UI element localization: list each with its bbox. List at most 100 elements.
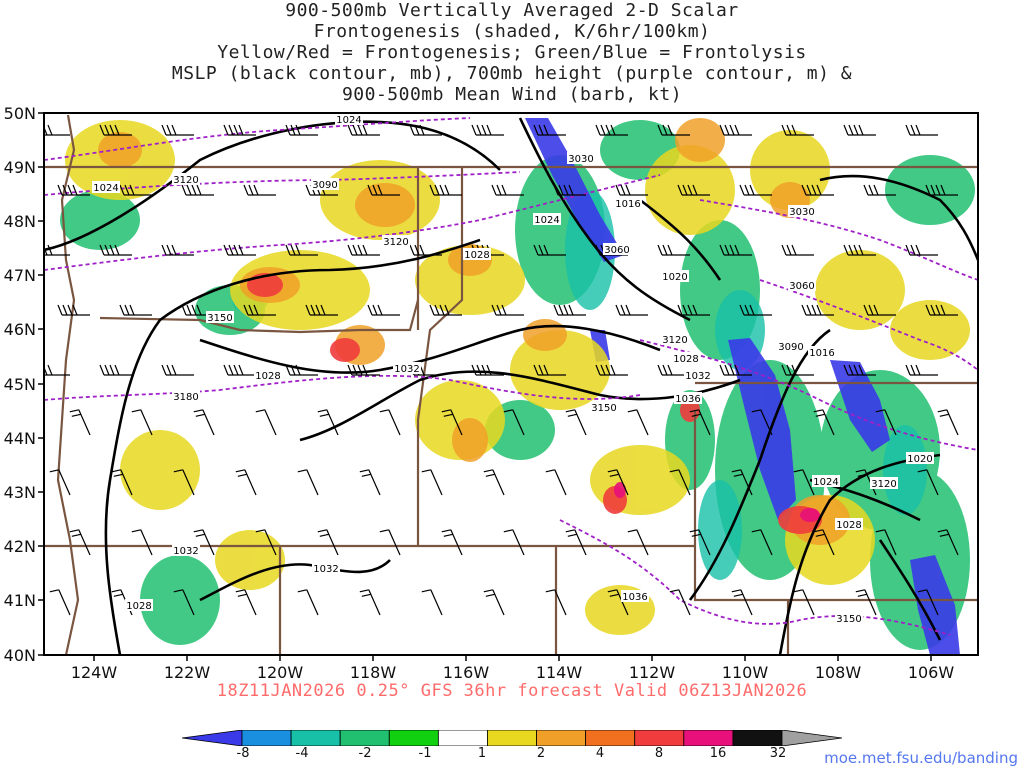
wind-barb-flag: [38, 125, 42, 135]
wind-barb-flag: [191, 184, 197, 196]
wind-barb-flag: [939, 533, 949, 537]
wind-barb-flag: [491, 304, 497, 316]
axis-ticks: [38, 112, 932, 661]
wind-barb-flag: [813, 409, 823, 413]
wind-barb-flag: [731, 589, 741, 593]
wind-barb-flag: [662, 124, 668, 136]
lat-label: 42N: [4, 537, 36, 556]
wind-barb-flag: [607, 589, 617, 593]
wind-barb-flag: [119, 184, 125, 196]
wind-barb-flag: [486, 364, 492, 376]
wind-barb-flag: [691, 533, 701, 537]
wind-barb-flag: [114, 244, 120, 256]
wind-barb-flag: [543, 364, 549, 376]
svg-text:3120: 3120: [871, 479, 896, 490]
wind-barb-flag: [855, 589, 865, 593]
wind-barb-flag: [553, 304, 559, 316]
wind-barb-flag: [72, 184, 78, 196]
wind-barb-flag: [57, 304, 63, 316]
mslp-label: 1024: [92, 181, 120, 194]
colorbar-label: 8: [654, 746, 664, 761]
wind-barb-flag: [734, 124, 740, 136]
wind-barb-flag: [352, 364, 358, 376]
wind-barb-flag: [935, 184, 941, 196]
wind-barb-flag: [811, 304, 817, 316]
colorbar-swatch: [536, 729, 587, 747]
wind-barb-flag: [873, 184, 879, 196]
wind-barb-flag: [905, 124, 911, 136]
wind-barb-flag: [595, 364, 601, 376]
wind-barb-flag: [173, 469, 183, 473]
wind-barb: [884, 409, 897, 436]
wind-barb-flag: [99, 244, 105, 256]
mslp-label: 1028: [672, 352, 700, 365]
wind-barb-flag: [248, 184, 254, 196]
wind-barb-flag: [362, 364, 368, 376]
wind-barb-flag: [801, 304, 807, 316]
wind-barb-flag: [605, 364, 611, 376]
wind-barb-flag: [319, 533, 329, 537]
wind-barb-flag: [843, 244, 849, 256]
svg-text:3150: 3150: [207, 313, 232, 324]
colorbar-label: 16: [709, 746, 727, 761]
wind-barb-flag: [501, 304, 507, 316]
height-contours: [44, 117, 978, 636]
wind-barb-flag: [181, 184, 187, 196]
wind-barb-flag: [414, 244, 420, 256]
svg-text:3030: 3030: [568, 154, 593, 165]
title-line-2: Frontogenesis (shaded, K/6hr/100km): [313, 21, 711, 42]
wind-barb-flag: [751, 409, 761, 413]
height-label: 3150: [206, 311, 234, 324]
wind-barb-flag: [868, 184, 874, 196]
wind-barb-flag: [372, 184, 378, 196]
mslp-label: 1028: [254, 369, 282, 382]
wind-barb-flag: [533, 364, 539, 376]
wind-barb-flag: [692, 304, 698, 316]
wind-barb-flag: [71, 533, 81, 537]
wind-barb-flag: [609, 593, 619, 597]
wind-barb-flag: [657, 244, 663, 256]
wind-barb-flag: [429, 184, 435, 196]
lat-label: 45N: [4, 375, 36, 394]
colorbar: -8 -4 -2 -1 1 2 4 8 16 32: [181, 729, 843, 766]
wind-barb-flag: [47, 124, 53, 136]
credit-link[interactable]: moe.met.fsu.edu/banding: [824, 749, 1018, 767]
wind-barb-flag: [409, 244, 415, 256]
wind-barb: [182, 469, 195, 496]
wind-barb-flag: [443, 533, 453, 537]
mslp-label: 1020: [661, 270, 689, 283]
wind-barb-flag: [815, 413, 825, 417]
svg-text:1016: 1016: [615, 199, 640, 210]
wind-barb-flag: [235, 589, 245, 593]
wind-barb-flag: [421, 469, 431, 473]
wind-barb-flag: [905, 364, 911, 376]
wind-barb-flag: [733, 473, 743, 477]
wind-barb-flag: [443, 413, 453, 417]
mslp-label: 1032: [393, 362, 421, 375]
mslp-label: 1028: [835, 518, 863, 531]
wind-barb-flag: [538, 244, 544, 256]
wind-barb-flag: [875, 529, 885, 533]
wind-barb-flag: [910, 244, 916, 256]
wind-barb-flag: [905, 244, 911, 256]
wind-barb-flag: [255, 529, 265, 533]
wind-barb-flag: [439, 184, 445, 196]
svg-text:3060: 3060: [604, 245, 629, 256]
title-line-4: MSLP (black contour, mb), 700mb height (…: [171, 63, 853, 84]
wind-barb-flag: [186, 304, 192, 316]
wind-barb-flag: [104, 244, 110, 256]
wind-barb-flag: [297, 589, 307, 593]
wind-barb-flag: [359, 469, 369, 473]
wind-barb-flag: [734, 244, 740, 256]
wind-barb-flag: [305, 304, 311, 316]
height-label: 3120: [661, 333, 689, 346]
wind-barb-flag: [253, 184, 259, 196]
wind-barb-flag: [483, 589, 493, 593]
wind-barb-flag: [243, 184, 249, 196]
wind-barb-flag: [367, 184, 373, 196]
height-label: 3060: [788, 279, 816, 292]
wind-barb-flag: [543, 244, 549, 256]
wind-barb-flag: [533, 244, 539, 256]
wind-barb-flag: [161, 364, 167, 376]
lat-label: 49N: [4, 158, 36, 177]
